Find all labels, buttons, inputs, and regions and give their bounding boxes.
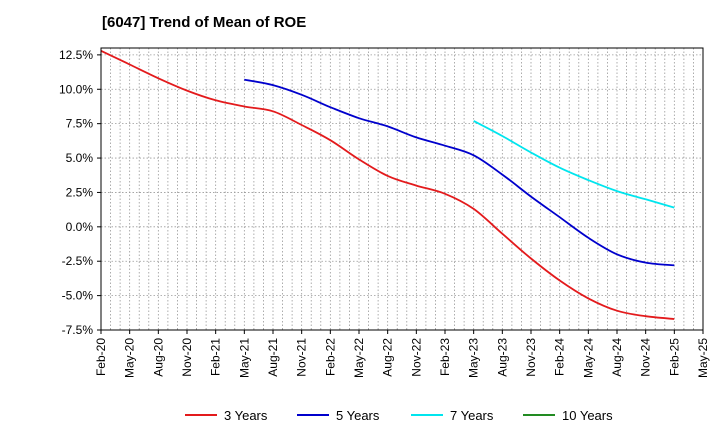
- x-tick-label: Feb-21: [209, 338, 223, 376]
- y-tick-label: -5.0%: [62, 289, 94, 303]
- x-tick-label: May-21: [237, 338, 251, 378]
- y-tick-label: 7.5%: [66, 117, 94, 131]
- x-tick-label: May-24: [581, 338, 595, 378]
- legend-label-10-years: 10 Years: [562, 408, 613, 423]
- x-tick-label: May-25: [696, 338, 710, 378]
- chart-title: [6047] Trend of Mean of ROE: [102, 14, 307, 31]
- x-tick-label: Feb-24: [553, 338, 567, 376]
- x-tick-label: Aug-21: [266, 338, 280, 377]
- y-tick-label: -2.5%: [62, 254, 94, 268]
- x-tick-label: Aug-20: [151, 338, 165, 377]
- legend-label-3-years: 3 Years: [224, 408, 268, 423]
- y-tick-label: 2.5%: [66, 185, 94, 199]
- x-tick-label: May-20: [123, 338, 137, 378]
- y-tick-label: 10.0%: [59, 82, 93, 96]
- x-tick-label: Nov-24: [639, 338, 653, 377]
- x-tick-label: Feb-22: [323, 338, 337, 376]
- x-tick-label: Nov-20: [180, 338, 194, 377]
- x-tick-label: Feb-23: [438, 338, 452, 376]
- x-tick-label: May-22: [352, 338, 366, 378]
- x-tick-label: Feb-20: [94, 338, 108, 376]
- x-tick-label: Aug-23: [495, 338, 509, 377]
- y-tick-label: 5.0%: [66, 151, 94, 165]
- y-tick-label: 12.5%: [59, 48, 93, 62]
- legend-label-5-years: 5 Years: [336, 408, 380, 423]
- x-tick-label: Nov-21: [295, 338, 309, 377]
- series-line-3-years: [100, 49, 675, 320]
- x-tick-label: Aug-22: [381, 338, 395, 377]
- plot-frame: [100, 47, 704, 331]
- axes: 12.5% 10.0% 7.5% 5.0% 2.5% 0.0% -2.5% -5.0% -7.5…: [59, 48, 710, 378]
- x-tick-label: Aug-24: [610, 338, 624, 377]
- legend[interactable]: 3 Years 5 Years 7 Years 10 Years: [185, 408, 613, 423]
- series-line-7-years: [473, 120, 675, 209]
- series-line-5-years: [244, 78, 675, 267]
- grid: [101, 48, 703, 331]
- legend-label-7-years: 7 Years: [450, 408, 494, 423]
- y-tick-label: 0.0%: [66, 220, 94, 234]
- x-tick-label: Nov-22: [409, 338, 423, 377]
- y-tick-label: -7.5%: [62, 323, 94, 337]
- x-tick-label: Feb-25: [667, 338, 681, 376]
- x-tick-label: May-23: [467, 338, 481, 378]
- series-lines: [100, 49, 675, 320]
- x-tick-label: Nov-23: [524, 338, 538, 377]
